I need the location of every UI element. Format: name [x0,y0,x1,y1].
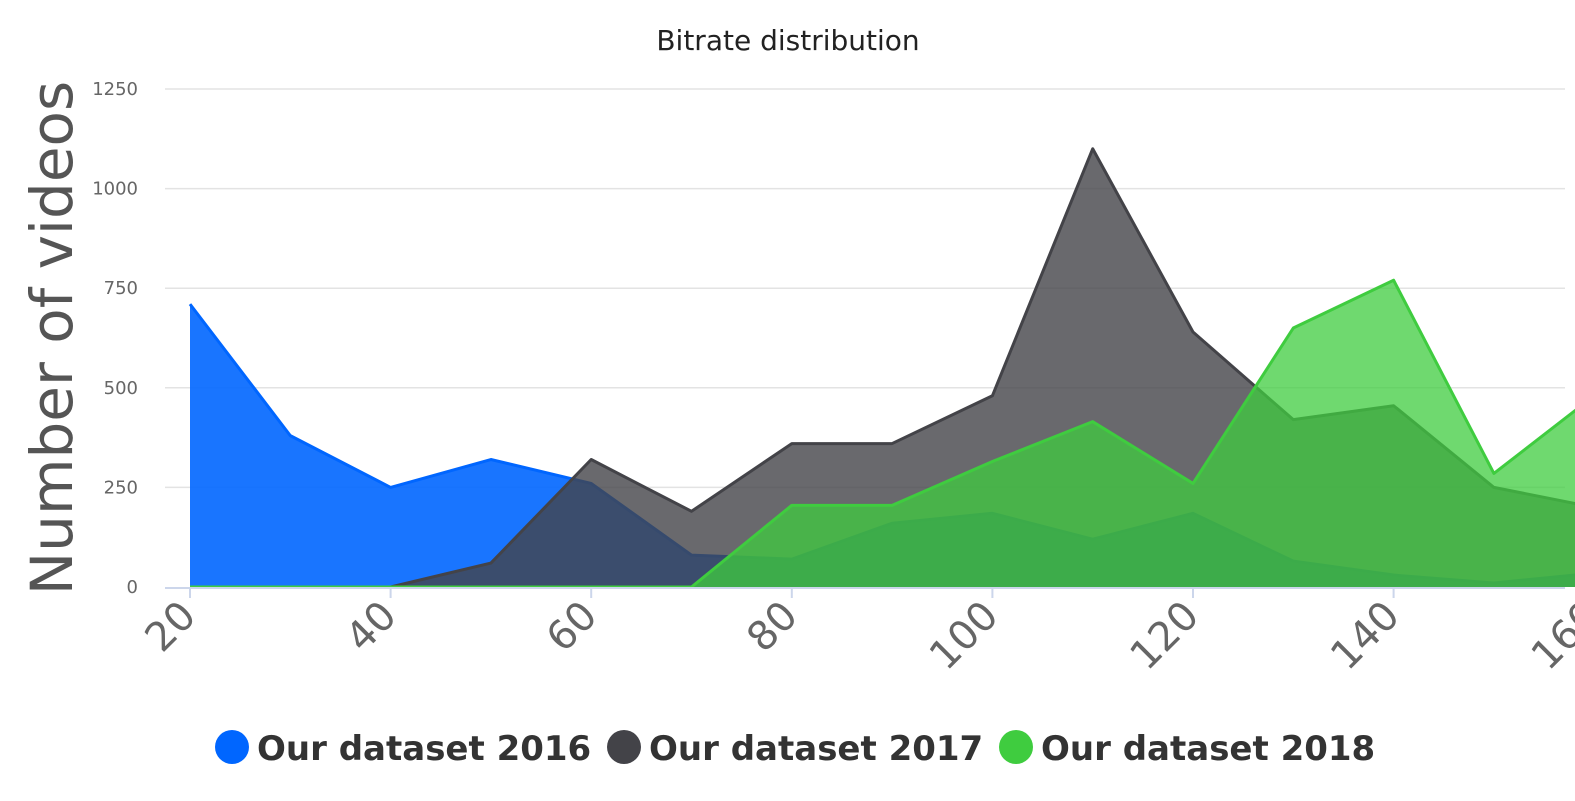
legend-label: Our dataset 2016 [257,729,591,769]
y-tick-label: 1250 [92,79,138,100]
x-tick-label: 60 [538,593,607,662]
area-series-3 [190,280,1575,587]
y-tick-label: 500 [104,378,138,399]
legend-item-2[interactable]: Our dataset 2017 [607,729,983,769]
x-tick-label: 40 [337,593,406,662]
x-tick-label: 140 [1322,593,1409,680]
legend-item-3[interactable]: Our dataset 2018 [999,729,1375,769]
x-tick-label: 120 [1122,593,1209,680]
x-tick-label: 20 [137,593,206,662]
y-tick-label: 750 [104,278,138,299]
legend-marker [215,730,249,764]
x-tick-label: 160 [1523,593,1575,680]
legend-marker [999,730,1033,764]
y-tick-label: 250 [104,477,138,498]
legend-label: Our dataset 2017 [649,729,983,769]
x-tick-label: 100 [921,593,1008,680]
y-tick-label: 1000 [92,179,138,200]
legend[interactable]: Our dataset 2016 Our dataset 2017 Our data… [215,729,1375,769]
y-tick-label: 0 [127,577,138,598]
chart-title: Bitrate distribution [656,24,919,57]
plot-area [188,147,1575,589]
legend-label: Our dataset 2018 [1041,729,1375,769]
x-tick-label: 80 [738,593,807,662]
legend-item-1[interactable]: Our dataset 2016 [215,729,591,769]
y-axis-label: Number of videos [18,81,86,595]
legend-marker [607,730,641,764]
